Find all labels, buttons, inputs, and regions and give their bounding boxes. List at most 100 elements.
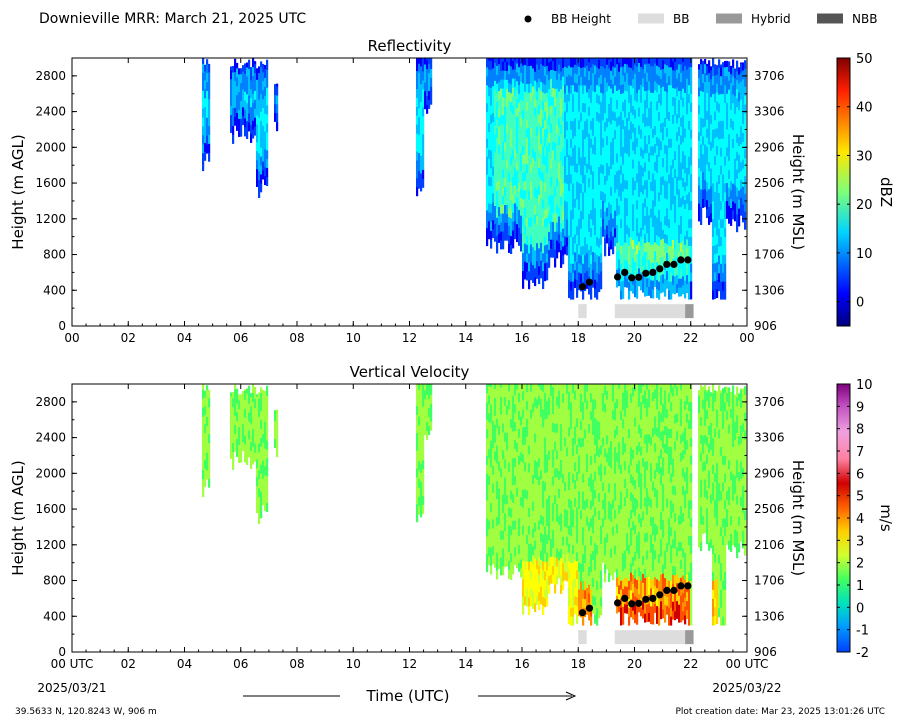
- heatmap-cell: [550, 556, 553, 566]
- heatmap-cell: [580, 201, 583, 211]
- heatmap-cell: [510, 92, 513, 103]
- heatmap-cell: [572, 384, 575, 394]
- heatmap-cell: [544, 262, 547, 273]
- heatmap-cell: [526, 418, 529, 428]
- heatmap-cell: [598, 95, 601, 105]
- heatmap-cell: [256, 115, 259, 125]
- heatmap-cell: [558, 515, 561, 525]
- heatmap-cell: [230, 79, 233, 89]
- legend-swatch-bb: [638, 13, 664, 24]
- heatmap-cell: [570, 428, 573, 438]
- heatmap-cell: [630, 85, 633, 95]
- heatmap-cell: [738, 136, 741, 146]
- heatmap-cell: [422, 384, 425, 389]
- heatmap-cell: [600, 146, 603, 156]
- heatmap-cell: [506, 231, 509, 241]
- heatmap-cell: [530, 92, 533, 102]
- heatmap-cell: [666, 216, 669, 227]
- heatmap-cell: [644, 144, 647, 154]
- heatmap-cell: [508, 118, 511, 128]
- heatmap-cell: [556, 396, 559, 406]
- heatmap-cell: [502, 186, 505, 196]
- heatmap-cell: [554, 70, 557, 80]
- heatmap-cell: [582, 254, 585, 264]
- heatmap-cell: [704, 162, 707, 172]
- heatmap-cell: [486, 410, 489, 421]
- heatmap-cell: [630, 156, 633, 167]
- heatmap-cell: [564, 571, 567, 581]
- heatmap-cell: [548, 530, 551, 541]
- heatmap-cell: [542, 118, 545, 129]
- heatmap-cell: [254, 63, 257, 73]
- heatmap-cell: [552, 556, 555, 566]
- heatmap-cell: [588, 97, 591, 107]
- heatmap-cell: [712, 165, 715, 175]
- heatmap-cell: [738, 118, 741, 129]
- heatmap-cell: [618, 196, 621, 206]
- heatmap-cell: [506, 512, 509, 522]
- heatmap-cell: [516, 63, 519, 73]
- heatmap-cell: [558, 390, 561, 400]
- heatmap-cell: [244, 109, 247, 119]
- bb-height-point: [670, 260, 678, 268]
- heatmap-cell: [536, 251, 539, 262]
- heatmap-cell: [544, 472, 547, 483]
- heatmap-cell: [576, 270, 579, 280]
- heatmap-cell: [258, 144, 261, 154]
- heatmap-cell: [574, 252, 577, 262]
- heatmap-cell: [538, 194, 541, 204]
- heatmap-cell: [620, 156, 623, 166]
- heatmap-cell: [698, 122, 701, 133]
- heatmap-cell: [678, 287, 681, 297]
- colorbar-tick-label: 0: [856, 296, 864, 311]
- heatmap-cell: [670, 218, 673, 229]
- heatmap-cell: [542, 110, 545, 120]
- heatmap-cell: [546, 101, 549, 111]
- heatmap-cell: [536, 260, 539, 270]
- heatmap-cell: [560, 441, 563, 451]
- heatmap-cell: [494, 58, 497, 64]
- heatmap-cell: [492, 59, 495, 69]
- heatmap-cell: [642, 86, 645, 96]
- heatmap-cell: [634, 162, 637, 173]
- heatmap-cell: [486, 192, 489, 202]
- heatmap-cell: [562, 121, 565, 131]
- heatmap-cell: [518, 191, 521, 202]
- heatmap-cell: [416, 151, 419, 161]
- heatmap-cell: [678, 251, 681, 261]
- heatmap-cell: [230, 449, 233, 459]
- heatmap-cell: [500, 557, 503, 567]
- heatmap-cell: [634, 252, 637, 262]
- heatmap-cell: [682, 267, 685, 277]
- heatmap-cell: [504, 222, 507, 232]
- heatmap-cell: [522, 569, 525, 580]
- heatmap-cell: [718, 156, 721, 167]
- heatmap-cell: [660, 60, 663, 70]
- x-tick-label: 22: [683, 331, 698, 345]
- heatmap-cell: [596, 84, 599, 95]
- heatmap-cell: [552, 503, 555, 513]
- heatmap-cell: [736, 151, 739, 161]
- heatmap-cell: [524, 435, 527, 445]
- heatmap-cell: [492, 474, 495, 484]
- heatmap-cell: [240, 82, 243, 92]
- heatmap-cell: [608, 76, 611, 87]
- heatmap-cell: [622, 119, 625, 130]
- heatmap-cell: [700, 108, 703, 118]
- heatmap-cell: [422, 107, 425, 117]
- heatmap-cell: [558, 497, 561, 507]
- heatmap-cell: [202, 143, 205, 154]
- heatmap-cell: [734, 95, 737, 106]
- heatmap-cell: [522, 65, 525, 75]
- heatmap-cell: [506, 423, 509, 433]
- heatmap-cell: [674, 150, 677, 161]
- heatmap-cell: [632, 212, 635, 223]
- heatmap-cell: [526, 199, 529, 210]
- heatmap-cell: [506, 61, 509, 71]
- heatmap-cell: [528, 83, 531, 93]
- heatmap-cell: [570, 500, 573, 510]
- heatmap-cell: [256, 441, 259, 451]
- heatmap-cell: [624, 188, 627, 198]
- heatmap-cell: [736, 124, 739, 134]
- heatmap-cell: [522, 109, 525, 120]
